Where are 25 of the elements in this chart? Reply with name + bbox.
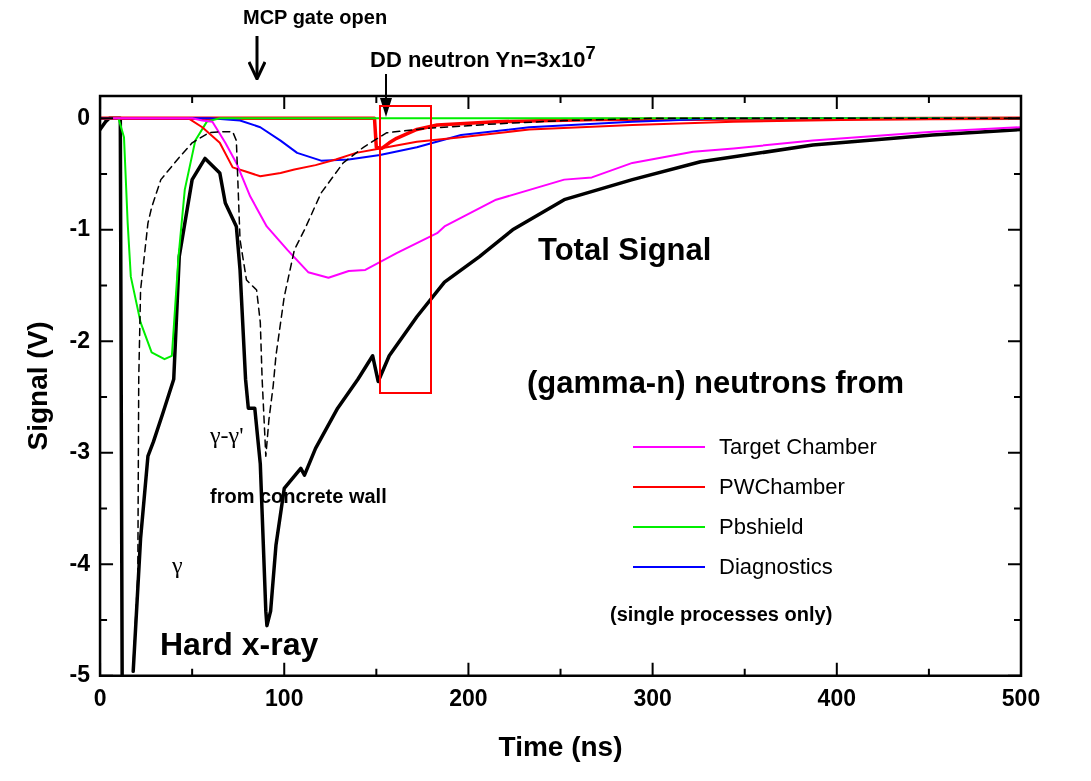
x-axis-title: Time (ns) (498, 730, 623, 762)
series-label: Total Signal (538, 232, 712, 268)
legend-label: Diagnostics (719, 554, 833, 580)
x-tick-label: 200 (449, 684, 488, 711)
y-tick-label: -4 (69, 549, 91, 576)
legend-title: (gamma-n) neutrons from (527, 365, 905, 401)
x-tick-label: 500 (1001, 684, 1041, 711)
y-tick-label: -1 (69, 215, 91, 242)
y-tick-label: -2 (69, 326, 91, 353)
annotation: Hard x-ray (160, 626, 319, 663)
annotation: DD neutron Yn=3x10$^{7}$ (370, 42, 596, 74)
y-axis-title: Signal (V) (21, 321, 53, 451)
x-tick-label: 300 (633, 684, 672, 711)
legend-label: PWChamber (719, 474, 845, 500)
y-tick-label: -5 (69, 661, 91, 688)
x-tick-label: 100 (265, 684, 304, 711)
y-tick-label: -3 (69, 438, 91, 465)
annotation: γ-γ' (210, 422, 244, 449)
annotation: γ (172, 552, 183, 579)
legend-label: Target Chamber (719, 434, 877, 460)
legend-label: Pbshield (719, 514, 804, 540)
text: MCP gate open (243, 6, 388, 29)
x-tick-label: 400 (817, 684, 856, 711)
y-tick-label: 0 (77, 103, 91, 130)
annotation: (single processes only) (610, 603, 833, 626)
